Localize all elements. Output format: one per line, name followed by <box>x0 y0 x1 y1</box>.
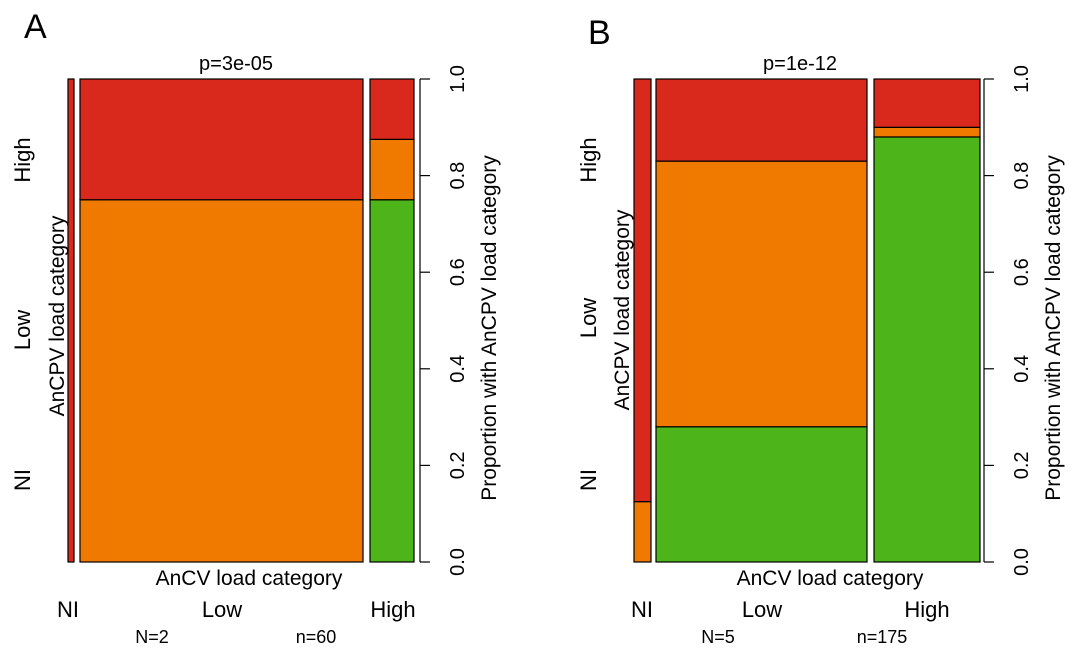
tile-ni-high <box>67 78 75 563</box>
tile-high-ni <box>873 136 981 563</box>
tile-ni-low <box>633 501 652 563</box>
mosaic-tiles <box>67 78 415 563</box>
y2-tick-label: 0.8 <box>1011 162 1033 190</box>
y2-tick-label: 0.2 <box>1011 451 1033 479</box>
y-category-label: High <box>576 137 601 182</box>
tile-low-ni <box>655 426 868 563</box>
x-category-label: Low <box>202 597 242 622</box>
y2-tick-label: 0.6 <box>447 258 469 286</box>
x-axis-title: AnCV load category <box>737 567 924 590</box>
count-label-ni: N=5 <box>701 627 735 647</box>
y2-axis-title: Proportion with AnCPV load category <box>478 155 501 501</box>
y2-axis-title: Proportion with AnCPV load category <box>1042 155 1065 501</box>
y-category-label: NI <box>10 469 35 491</box>
y-axis-title: AnCPV load category <box>46 215 69 416</box>
tile-low-low <box>655 160 868 428</box>
y-category-label: Low <box>10 310 35 350</box>
y2-tick-label: 1.0 <box>1011 65 1033 93</box>
x-category-labels: NI Low High <box>57 597 416 622</box>
y2-tick-label: 0.4 <box>447 355 469 383</box>
x-category-label: Low <box>742 597 782 622</box>
x-category-label: NI <box>631 597 653 622</box>
p-value-title: p=3e-05 <box>199 53 273 75</box>
tile-high-high <box>369 78 415 140</box>
x-category-labels: NI Low High <box>631 597 950 622</box>
x-axis-title: AnCV load category <box>156 567 343 590</box>
y-category-label: NI <box>576 469 601 491</box>
count-label-low: n=175 <box>857 627 908 647</box>
y-category-label: Low <box>576 298 601 338</box>
count-label-ni: N=2 <box>135 627 169 647</box>
y2-tick-label: 0.0 <box>1011 548 1033 576</box>
y2-tick-label: 1.0 <box>447 65 469 93</box>
y-axis-title: AnCPV load category <box>611 209 634 410</box>
tile-low-high <box>655 78 868 162</box>
y2-tick-label: 0.8 <box>447 162 469 190</box>
x-category-label: NI <box>57 597 79 622</box>
tile-high-high <box>873 78 981 128</box>
y-category-label: High <box>10 137 35 182</box>
panel-letter: B <box>588 14 611 52</box>
panel-b: B p=1e-12 0.0 0.2 0.4 0.6 0.8 1.0 NI Low High N… <box>576 14 1065 647</box>
y-category-labels: NI Low High <box>576 137 601 491</box>
x-category-label: High <box>904 597 949 622</box>
panel-a: A p=3e-05 0.0 0.2 0.4 0.6 0.8 1.0 NI Low High N… <box>10 8 501 647</box>
tile-high-low <box>369 138 415 201</box>
tile-high-ni <box>369 199 415 563</box>
tile-low-high <box>79 78 364 201</box>
y2-tick-label: 0.2 <box>447 451 469 479</box>
y2-tick-label: 0.4 <box>1011 355 1033 383</box>
right-axis: 0.0 0.2 0.4 0.6 0.8 1.0 <box>419 65 469 576</box>
p-value-title: p=1e-12 <box>763 53 837 75</box>
tile-high-low <box>873 126 981 138</box>
mosaic-tiles <box>633 78 981 563</box>
y2-tick-label: 0.6 <box>1011 258 1033 286</box>
tile-low-low <box>79 199 364 563</box>
y-category-labels: NI Low High <box>10 137 35 491</box>
panel-letter: A <box>24 8 47 46</box>
y2-tick-label: 0.0 <box>447 548 469 576</box>
x-category-label: High <box>370 597 415 622</box>
tile-ni-high <box>633 78 652 503</box>
count-label-low: n=60 <box>296 627 337 647</box>
right-axis: 0.0 0.2 0.4 0.6 0.8 1.0 <box>983 65 1033 576</box>
